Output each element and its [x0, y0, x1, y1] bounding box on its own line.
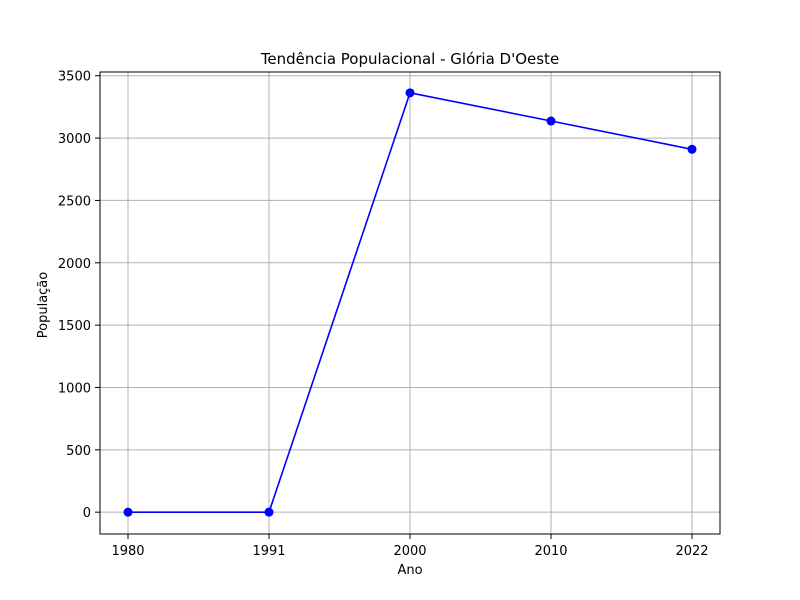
- data-point: [405, 88, 415, 98]
- chart-title: Tendência Populacional - Glória D'Oeste: [260, 50, 559, 68]
- series-layer: [123, 88, 697, 517]
- x-tick-label: 2022: [675, 544, 708, 559]
- y-tick-label: 2000: [58, 257, 91, 272]
- y-axis-label: População: [36, 272, 51, 339]
- x-axis-label: Ano: [397, 563, 422, 578]
- y-tick-label: 2500: [58, 194, 91, 209]
- y-axis-ticks: 0 500 1000 1500 2000 2500 3000 3500: [58, 70, 100, 521]
- data-point: [123, 507, 133, 517]
- x-tick-label: 1991: [252, 544, 285, 559]
- y-tick-label: 500: [66, 444, 91, 459]
- y-tick-label: 3000: [58, 132, 91, 147]
- grid: [100, 72, 720, 534]
- y-tick-label: 1000: [58, 381, 91, 396]
- y-tick-label: 1500: [58, 319, 91, 334]
- y-tick-label: 0: [83, 506, 91, 521]
- data-point: [687, 144, 697, 154]
- y-tick-label: 3500: [58, 70, 91, 85]
- x-tick-label: 1980: [111, 544, 144, 559]
- x-tick-label: 2000: [393, 544, 426, 559]
- data-point: [264, 507, 274, 517]
- x-tick-label: 2010: [534, 544, 567, 559]
- x-axis-ticks: 1980 1991 2000 2010 2022: [111, 534, 709, 559]
- data-point: [546, 116, 556, 126]
